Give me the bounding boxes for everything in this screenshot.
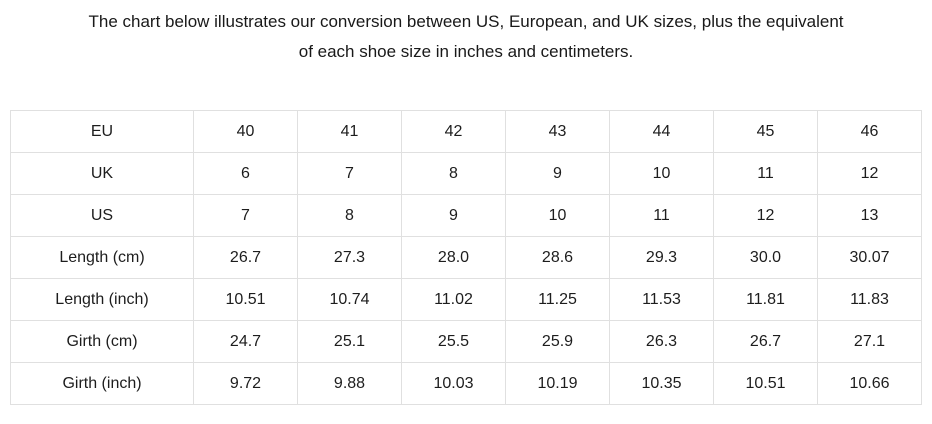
table-cell: 11.83	[817, 278, 922, 321]
table-row-length-inch: Length (inch) 10.51 10.74 11.02 11.25 11…	[10, 278, 922, 321]
table-cell: 26.3	[609, 320, 714, 363]
table-row-uk: UK 6 7 8 9 10 11 12	[10, 152, 922, 195]
table-cell: 44	[609, 110, 714, 153]
table-cell: 9.72	[193, 362, 298, 405]
table-cell: 10.74	[297, 278, 402, 321]
table-cell: 10.03	[401, 362, 506, 405]
table-cell: 12	[713, 194, 818, 237]
table-cell: 10.66	[817, 362, 922, 405]
table-row-eu: EU 40 41 42 43 44 45 46	[10, 110, 922, 153]
row-header-us: US	[10, 194, 194, 237]
row-header-eu: EU	[10, 110, 194, 153]
table-cell: 42	[401, 110, 506, 153]
row-header-length-inch: Length (inch)	[10, 278, 194, 321]
table-cell: 11	[609, 194, 714, 237]
row-header-girth-cm: Girth (cm)	[10, 320, 194, 363]
table-cell: 25.5	[401, 320, 506, 363]
table-cell: 7	[297, 152, 402, 195]
table-cell: 10	[505, 194, 610, 237]
table-cell: 26.7	[193, 236, 298, 279]
table-cell: 10.19	[505, 362, 610, 405]
table-cell: 8	[401, 152, 506, 195]
table-cell: 28.0	[401, 236, 506, 279]
table-cell: 24.7	[193, 320, 298, 363]
table-cell: 11.25	[505, 278, 610, 321]
table-cell: 11	[713, 152, 818, 195]
table-cell: 13	[817, 194, 922, 237]
table-row-length-cm: Length (cm) 26.7 27.3 28.0 28.6 29.3 30.…	[10, 236, 922, 279]
page-title-line-1: The chart below illustrates our conversi…	[88, 12, 844, 31]
table-cell: 30.0	[713, 236, 818, 279]
table-row-girth-cm: Girth (cm) 24.7 25.1 25.5 25.9 26.3 26.7…	[10, 320, 922, 363]
table-row-girth-inch: Girth (inch) 9.72 9.88 10.03 10.19 10.35…	[10, 362, 922, 405]
table-cell: 10.35	[609, 362, 714, 405]
table-cell: 9	[401, 194, 506, 237]
table-cell: 25.1	[297, 320, 402, 363]
table-cell: 11.53	[609, 278, 714, 321]
table-cell: 28.6	[505, 236, 610, 279]
table-cell: 9.88	[297, 362, 402, 405]
page-title: The chart below illustrates our conversi…	[0, 0, 932, 67]
table-cell: 25.9	[505, 320, 610, 363]
table-cell: 30.07	[817, 236, 922, 279]
table-cell: 8	[297, 194, 402, 237]
table-cell: 29.3	[609, 236, 714, 279]
table-cell: 7	[193, 194, 298, 237]
row-header-uk: UK	[10, 152, 194, 195]
row-header-length-cm: Length (cm)	[10, 236, 194, 279]
table-cell: 26.7	[713, 320, 818, 363]
table-cell: 10.51	[193, 278, 298, 321]
row-header-girth-inch: Girth (inch)	[10, 362, 194, 405]
size-conversion-table: EU 40 41 42 43 44 45 46 UK 6 7 8 9 10 11…	[10, 110, 922, 405]
table-cell: 9	[505, 152, 610, 195]
table-cell: 45	[713, 110, 818, 153]
table-cell: 10	[609, 152, 714, 195]
table-cell: 43	[505, 110, 610, 153]
table-cell: 27.1	[817, 320, 922, 363]
table-cell: 27.3	[297, 236, 402, 279]
table-cell: 11.02	[401, 278, 506, 321]
table-cell: 11.81	[713, 278, 818, 321]
table-row-us: US 7 8 9 10 11 12 13	[10, 194, 922, 237]
table-cell: 46	[817, 110, 922, 153]
table-cell: 41	[297, 110, 402, 153]
table-cell: 6	[193, 152, 298, 195]
page-title-line-2: of each shoe size in inches and centimet…	[298, 42, 634, 61]
table-cell: 12	[817, 152, 922, 195]
table-cell: 10.51	[713, 362, 818, 405]
table-cell: 40	[193, 110, 298, 153]
